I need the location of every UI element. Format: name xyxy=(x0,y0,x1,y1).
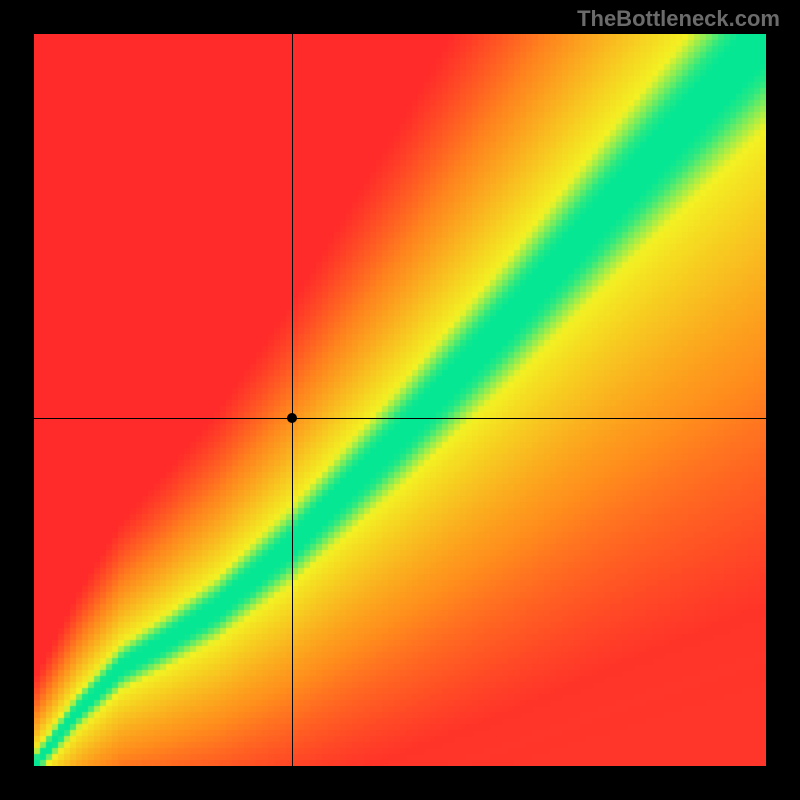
watermark-text: TheBottleneck.com xyxy=(577,6,780,32)
plot-area xyxy=(34,34,766,766)
heatmap-canvas xyxy=(34,34,766,766)
crosshair-marker xyxy=(287,413,297,423)
chart-container: TheBottleneck.com xyxy=(0,0,800,800)
crosshair-vertical xyxy=(292,34,293,766)
crosshair-horizontal xyxy=(34,418,766,419)
